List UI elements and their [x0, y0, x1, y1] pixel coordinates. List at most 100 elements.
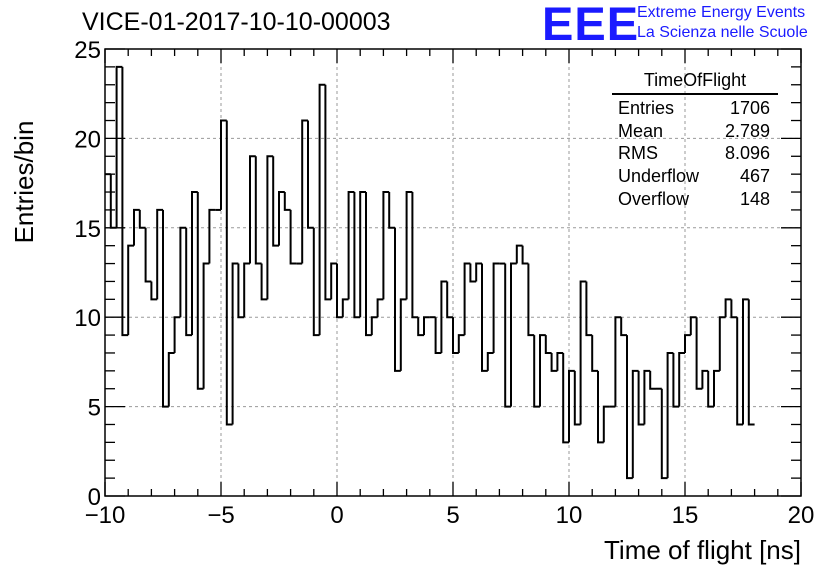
- histogram-bin: [324, 84, 332, 301]
- histogram-bin: [510, 262, 517, 407]
- histogram-bin: [191, 191, 198, 336]
- logo-tagline-1: Extreme Energy Events: [637, 4, 806, 21]
- histogram-bin: [301, 119, 308, 264]
- histogram-bin: [602, 405, 610, 443]
- stat-label: Overflow: [618, 188, 690, 209]
- histogram-bin: [724, 298, 732, 318]
- histogram-bin: [266, 155, 274, 300]
- x-tick-label: −10: [85, 502, 126, 529]
- stat-label: Entries: [618, 98, 675, 118]
- histogram-bin: [399, 298, 407, 371]
- histogram-bin: [208, 208, 216, 264]
- histogram-bin: [417, 317, 424, 337]
- histogram-bin: [283, 192, 291, 211]
- histogram-bin: [475, 262, 482, 282]
- histogram-bin: [539, 334, 546, 407]
- histogram-bin: [614, 316, 622, 407]
- histogram-bin: [689, 316, 697, 336]
- histogram-bin: [747, 299, 755, 426]
- histogram-bin: [185, 227, 192, 337]
- histogram-bin: [550, 352, 558, 372]
- y-tick-label: 20: [74, 126, 101, 153]
- histogram-bin: [718, 316, 726, 371]
- histogram-bin: [666, 351, 674, 479]
- histogram-bin: [336, 263, 343, 319]
- histogram-bin: [533, 335, 540, 408]
- histogram-bin: [649, 370, 656, 390]
- histogram-bin: [289, 209, 297, 265]
- x-axis-title: Time of flight [ns]: [604, 535, 801, 565]
- histogram-bin: [133, 208, 140, 246]
- y-tick-label: 10: [74, 305, 101, 332]
- histogram-bin: [278, 191, 285, 246]
- x-tick-label: 0: [330, 502, 343, 529]
- stat-value: 148: [739, 188, 770, 209]
- histogram-bin: [579, 280, 587, 425]
- histogram-bin: [707, 370, 714, 408]
- stat-value: 467: [739, 166, 770, 187]
- histogram-bin: [585, 281, 593, 337]
- histogram-bin: [643, 369, 651, 425]
- histogram-bin: [504, 263, 511, 408]
- histogram-bin: [521, 245, 529, 265]
- histogram-bin: [249, 155, 256, 264]
- histogram-bin: [423, 316, 430, 336]
- x-tick-label: −5: [207, 502, 234, 529]
- histogram-bin: [254, 156, 262, 265]
- histogram-bin: [179, 226, 187, 318]
- x-tick-label: 15: [672, 502, 699, 529]
- histogram-bin: [231, 262, 239, 425]
- stat-row-overflow: Overflow 148: [612, 188, 778, 211]
- histogram-bin: [237, 263, 245, 319]
- stat-row-mean: Mean 2.789: [612, 120, 778, 143]
- histogram-bin: [347, 191, 355, 300]
- histogram-bin: [312, 227, 320, 337]
- histogram-bin: [196, 192, 204, 390]
- histogram-bin: [121, 66, 129, 337]
- histogram-bin: [156, 208, 163, 300]
- histogram-bin: [452, 317, 459, 354]
- histogram-bin: [359, 191, 366, 318]
- histogram-bin: [272, 156, 279, 247]
- y-axis-title: Entries/bin: [9, 121, 39, 244]
- histogram-bin: [318, 83, 326, 336]
- eee-logo: EEE: [542, 0, 640, 50]
- histogram-bin: [713, 369, 720, 407]
- histogram-bin: [486, 351, 494, 371]
- histogram-bin: [376, 298, 384, 318]
- histogram-bin: [220, 119, 227, 210]
- histogram-bin: [573, 370, 581, 426]
- histogram-bin: [411, 192, 419, 319]
- histogram-bin: [144, 227, 152, 283]
- histogram-bin: [260, 263, 268, 301]
- histogram-bin: [678, 351, 685, 407]
- histogram-bin: [365, 192, 372, 337]
- histogram-bin: [150, 281, 158, 301]
- histogram-bin: [492, 262, 500, 353]
- histogram-bin: [620, 317, 627, 337]
- stats-title: TimeOfFlight: [612, 70, 778, 95]
- histogram-bin: [330, 262, 337, 300]
- histogram-bin: [556, 351, 564, 371]
- histogram-bin: [307, 120, 314, 229]
- histogram-bin: [457, 334, 465, 353]
- histogram-bin: [626, 335, 633, 480]
- y-tick-labels: 0 5 10 15 20 25: [74, 37, 101, 511]
- stat-value: 2.789: [724, 120, 770, 141]
- histogram-bin: [695, 317, 703, 390]
- histogram-bin: [370, 316, 378, 336]
- x-tick-labels: −10 −5 0 5 10 15 20: [85, 502, 815, 529]
- histogram-bin: [127, 244, 134, 336]
- histogram-bin: [515, 244, 523, 264]
- histogram-bin: [382, 191, 390, 300]
- histogram-bin: [162, 209, 169, 408]
- histogram-bin: [138, 209, 146, 229]
- histogram-bin: [672, 352, 680, 408]
- y-tick-label: 5: [88, 395, 101, 422]
- histogram-bin: [701, 369, 709, 389]
- stat-value: 8.096: [724, 143, 770, 164]
- histogram-bin: [202, 262, 210, 389]
- histogram-bin: [167, 351, 175, 407]
- histogram-bin: [353, 192, 361, 319]
